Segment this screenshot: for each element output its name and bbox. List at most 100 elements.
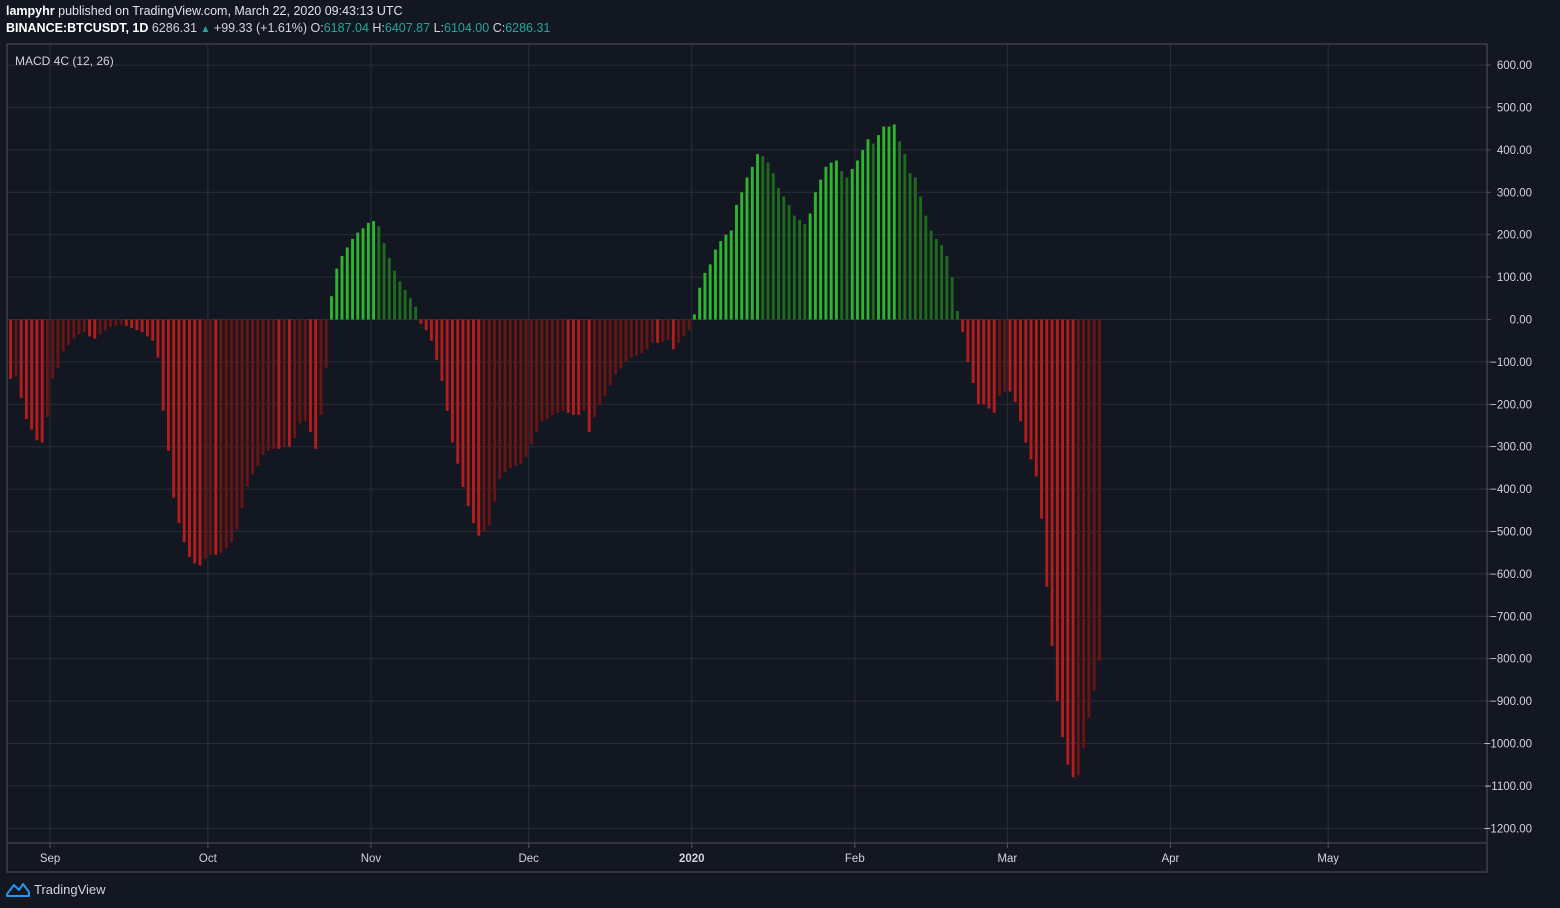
- histogram-bar: [577, 319, 581, 415]
- histogram-bar: [834, 160, 838, 320]
- histogram-bar: [35, 319, 39, 441]
- histogram-bar: [456, 319, 460, 464]
- histogram-bar: [98, 319, 102, 335]
- histogram-bar: [361, 228, 365, 320]
- histogram-bar: [77, 319, 81, 335]
- histogram-bar: [982, 319, 986, 405]
- histogram-bar: [466, 319, 470, 507]
- histogram-bar: [840, 171, 844, 320]
- histogram-bar: [1087, 319, 1091, 719]
- histogram-bar: [866, 139, 870, 320]
- histogram-bar: [1013, 319, 1017, 403]
- histogram-bar: [871, 143, 875, 320]
- histogram-bar: [719, 241, 723, 320]
- indicator-title[interactable]: MACD 4C (12, 26): [15, 54, 114, 68]
- histogram-bar: [898, 141, 901, 320]
- histogram-bar: [903, 154, 907, 320]
- y-tick-label: −800.00: [1490, 654, 1532, 666]
- histogram-bar: [135, 319, 139, 331]
- y-tick-label: 600.00: [1497, 60, 1532, 72]
- histogram-bar: [1024, 319, 1028, 443]
- histogram-bar: [1045, 319, 1049, 587]
- histogram-bar: [393, 270, 397, 320]
- histogram-bar: [750, 166, 754, 320]
- x-tick-label: Apr: [1161, 853, 1179, 865]
- histogram-bar: [335, 268, 339, 320]
- histogram-bar: [209, 319, 212, 555]
- histogram-bar: [251, 319, 255, 475]
- histogram-bar: [524, 319, 528, 458]
- y-tick-label: 500.00: [1497, 103, 1532, 115]
- histogram-bar: [571, 319, 575, 415]
- histogram-bar: [351, 238, 354, 320]
- histogram-bar: [30, 319, 34, 430]
- histogram-bar: [561, 319, 565, 411]
- histogram-bar: [140, 319, 144, 333]
- histogram-bar: [298, 319, 302, 424]
- histogram-bar: [429, 319, 433, 341]
- histogram-bar: [482, 319, 486, 532]
- histogram-bar: [51, 319, 55, 379]
- histogram-bar: [403, 289, 407, 320]
- histogram-bar: [198, 319, 202, 566]
- histogram-bar: [761, 156, 765, 320]
- histogram-bar: [398, 281, 402, 320]
- histogram-bar: [545, 319, 549, 420]
- histogram-bar: [161, 319, 165, 411]
- histogram-bar: [366, 222, 370, 320]
- histogram-bar: [1040, 319, 1043, 519]
- y-tick-label: −100.00: [1490, 357, 1532, 369]
- histogram-bar: [508, 319, 512, 468]
- histogram-bar: [966, 319, 970, 362]
- y-tick-label: −500.00: [1490, 527, 1532, 539]
- open-label: O:: [310, 21, 324, 35]
- histogram-bar: [756, 154, 759, 320]
- histogram-bar: [798, 219, 802, 320]
- histogram-bar: [666, 319, 670, 340]
- high-value: 6407.87: [384, 21, 431, 35]
- open-value: 6187.04: [323, 21, 369, 35]
- histogram-bar: [787, 205, 791, 320]
- histogram-bar: [166, 319, 170, 451]
- histogram-bar: [803, 224, 807, 320]
- histogram-bar: [608, 319, 612, 386]
- histogram-bar: [124, 319, 128, 326]
- histogram-bar: [877, 135, 880, 320]
- histogram-bar: [408, 298, 412, 320]
- histogram-bar: [687, 319, 691, 331]
- histogram-bar: [961, 319, 965, 333]
- histogram-bar: [235, 319, 239, 530]
- histogram-bar: [445, 319, 449, 411]
- histogram-bar: [987, 319, 991, 409]
- histogram-bar: [340, 255, 344, 320]
- histogram-bar: [656, 319, 660, 343]
- histogram-bar: [998, 319, 1001, 396]
- histogram-bar: [14, 319, 18, 377]
- histogram-bar: [614, 319, 617, 375]
- histogram-bar: [282, 319, 286, 447]
- y-tick-label: −700.00: [1490, 611, 1532, 623]
- histogram-bar: [424, 319, 428, 331]
- histogram-bar: [771, 173, 775, 320]
- histogram-bar: [319, 319, 323, 415]
- price-axis[interactable]: 600.00 500.00 400.00 300.00 200.00 100.00 0.00…: [1484, 60, 1532, 835]
- histogram-bar: [677, 319, 681, 343]
- author-name[interactable]: lampyhr: [6, 4, 55, 18]
- histogram-bar: [245, 319, 249, 487]
- histogram-bar: [535, 319, 539, 432]
- histogram-bar: [324, 319, 328, 369]
- y-tick-label: 400.00: [1497, 145, 1532, 157]
- chart-frame: [6, 43, 1488, 873]
- time-axis[interactable]: Sep Oct Nov Dec 2020 Feb Mar Apr May: [8, 842, 1486, 865]
- histogram-bar: [419, 319, 423, 324]
- histogram-bar: [887, 126, 891, 320]
- histogram-bar: [924, 215, 928, 320]
- histogram-bar: [766, 162, 770, 320]
- symbol-label[interactable]: BINANCE:BTCUSDT, 1D: [6, 21, 149, 35]
- histogram-bar: [850, 168, 854, 320]
- histogram-bar: [950, 277, 954, 320]
- histogram-bar: [908, 173, 912, 320]
- y-tick-label: −900.00: [1490, 696, 1532, 708]
- tradingview-footer[interactable]: TradingView: [6, 880, 106, 898]
